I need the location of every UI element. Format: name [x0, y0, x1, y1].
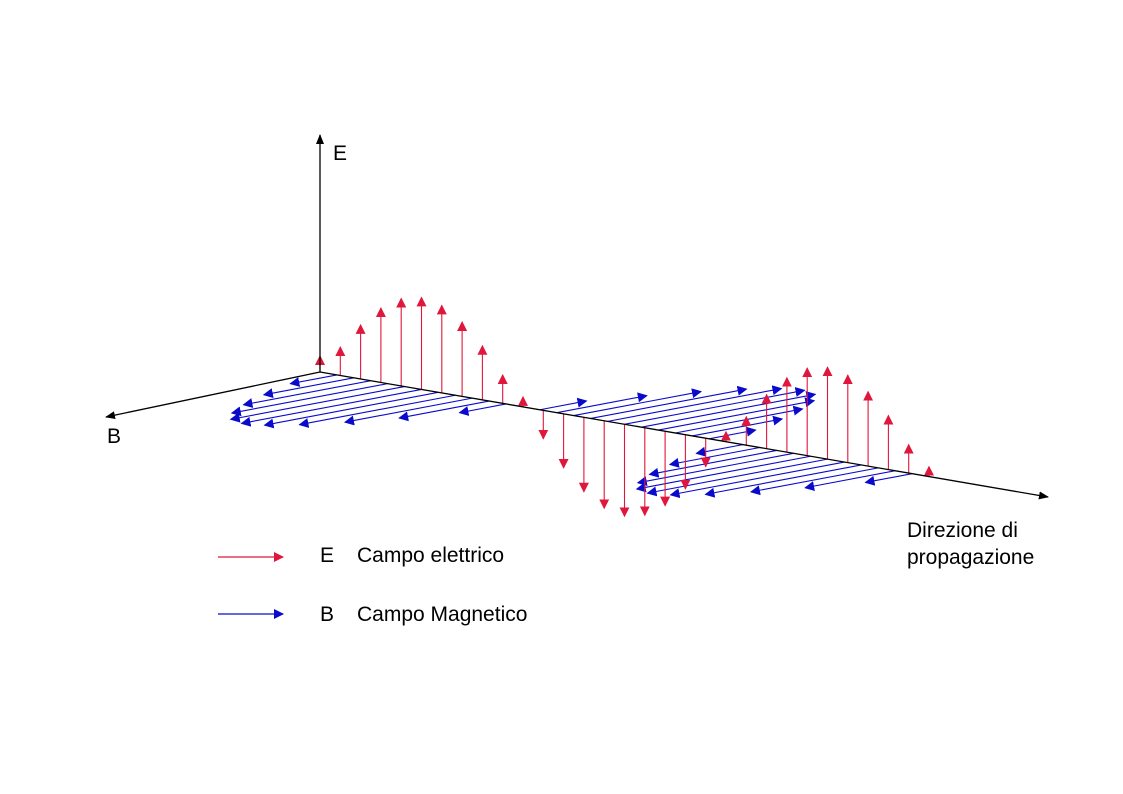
waves	[229, 296, 934, 518]
magnetic-arrow	[624, 387, 806, 425]
magnetic-arrow	[708, 426, 757, 440]
magnetic-arrow	[298, 394, 456, 428]
magnetic-arrow	[230, 383, 388, 417]
magnetic-arrow	[668, 446, 760, 468]
magnetic-arrow	[641, 391, 817, 428]
e-axis-label: E	[333, 142, 347, 165]
magnetic-arrow	[590, 385, 748, 420]
propagation-axis	[319, 371, 1049, 500]
magnetic-arrow	[240, 388, 422, 427]
propagation-label: propagazione	[907, 546, 1034, 569]
magnetic-arrow	[695, 444, 744, 457]
propagation-label: Direzione di	[907, 519, 1018, 542]
magnetic-arrow	[242, 380, 371, 408]
magnetic-arrow	[573, 388, 703, 417]
legend-symbol: E	[320, 544, 334, 567]
magnetic-arrow	[675, 405, 804, 434]
magnetic-arrow	[229, 385, 405, 423]
magnetic-arrow	[658, 397, 816, 431]
magnetic-arrow	[804, 470, 896, 492]
magnetic-arrow	[458, 403, 507, 416]
magnetic-arrow	[398, 400, 490, 422]
magnetic-arrow	[648, 449, 777, 478]
magnetic-arrow	[636, 452, 794, 487]
legend-label: Campo elettrico	[357, 544, 504, 567]
magnetic-arrow	[669, 461, 845, 499]
magnetic-arrow	[692, 415, 784, 437]
b-axis	[105, 371, 321, 420]
magnetic-arrow	[262, 377, 354, 399]
legend-label: Campo Magnetico	[357, 603, 527, 626]
magnetic-arrow	[864, 473, 913, 486]
b-axis-label: B	[107, 425, 121, 448]
magnetic-arrow	[343, 397, 473, 426]
legend-symbol: B	[320, 603, 334, 626]
magnetic-arrow	[289, 374, 338, 387]
magnetic-arrow	[539, 397, 588, 411]
magnetic-arrow	[263, 391, 439, 429]
magnetic-arrow	[556, 392, 648, 414]
magnetic-arrow	[749, 467, 879, 496]
magnetic-arrow	[704, 464, 862, 498]
magnetic-arrow	[607, 385, 783, 422]
magnetic-arrow	[646, 458, 828, 497]
magnetic-arrow	[635, 455, 811, 493]
